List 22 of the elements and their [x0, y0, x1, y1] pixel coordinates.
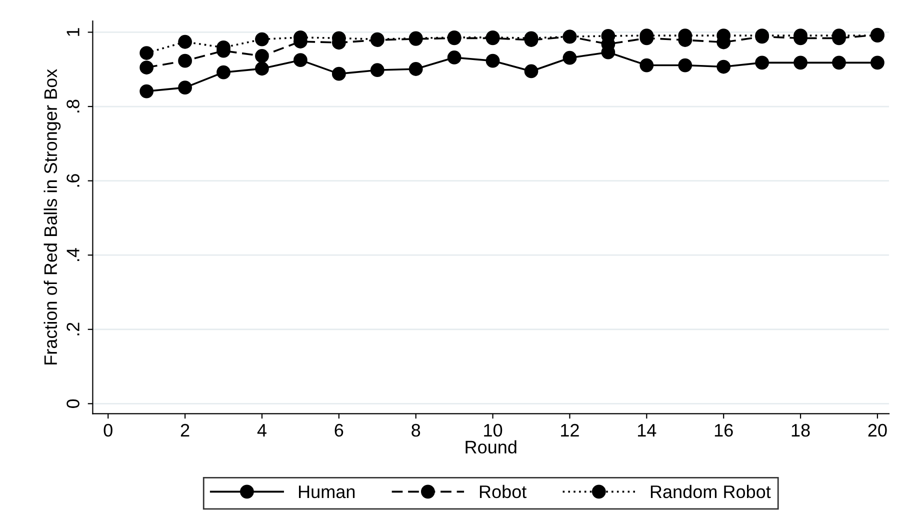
x-axis-title: Round — [466, 440, 516, 454]
x-tick-label: 10 — [484, 424, 502, 437]
y-tick-label: .6 — [66, 174, 80, 187]
x-tick-label: 20 — [868, 424, 887, 437]
x-tick-label: 8 — [412, 424, 420, 437]
y-tick-label: .2 — [66, 322, 80, 336]
x-tick-label: 4 — [257, 424, 266, 436]
y-axis-title: Fraction of Red Balls in Stronger Box — [44, 69, 61, 364]
y-tick-label: .4 — [66, 248, 80, 261]
x-tick-label: 6 — [334, 424, 344, 437]
x-tick-label: 12 — [561, 424, 579, 436]
x-tick-label: 2 — [180, 424, 190, 436]
x-tick-label: 0 — [104, 424, 112, 437]
legend-label: Human — [298, 486, 355, 498]
legend-label: Robot — [480, 484, 527, 498]
y-tick-label: 1 — [66, 28, 80, 36]
legend-label: Random Robot — [650, 484, 771, 498]
x-tick-label: 16 — [714, 424, 733, 437]
x-tick-label: 14 — [638, 424, 656, 436]
y-tick-label: 0 — [66, 399, 80, 408]
x-tick-label: 18 — [792, 424, 810, 437]
y-tick-label: .8 — [66, 100, 80, 112]
